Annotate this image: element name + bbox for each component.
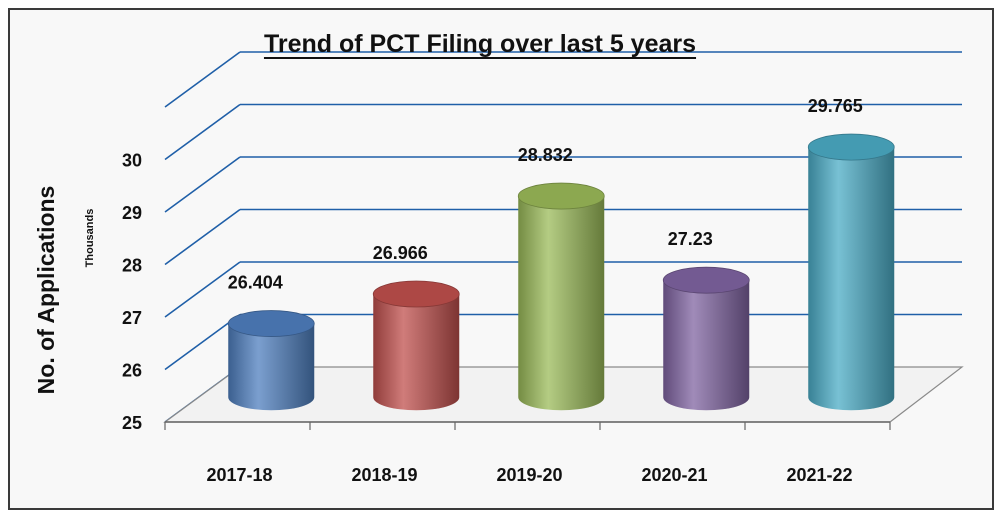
- x-tick-label: 2019-20: [496, 465, 562, 485]
- data-label: 26.404: [228, 273, 283, 293]
- x-tick-label: 2021-22: [786, 465, 852, 485]
- bar-body: [228, 323, 315, 411]
- gridline-wall: [164, 261, 241, 318]
- data-label: 29.765: [808, 96, 863, 116]
- bar-top: [662, 266, 750, 294]
- y-axis-unit: Thousands: [84, 209, 96, 268]
- bar-top: [807, 133, 895, 161]
- x-tick-label: 2020-21: [641, 465, 707, 485]
- gridline-wall: [164, 103, 241, 161]
- chart-title: Trend of PCT Filing over last 5 years: [264, 30, 696, 58]
- gridline-wall: [164, 313, 241, 371]
- x-axis-labels: 2017-18 2018-19 2019-20 2020-21 2021-22: [206, 465, 852, 485]
- y-tick-label: 27: [122, 308, 142, 328]
- bar-2017-18: [227, 310, 315, 411]
- x-tick-label: 2017-18: [206, 465, 272, 485]
- y-axis-label: No. of Applications: [33, 186, 59, 395]
- y-tick-label: 29: [122, 203, 142, 223]
- data-label: 28.832: [518, 145, 573, 165]
- y-tick-label: 28: [122, 256, 142, 276]
- gridline-wall: [164, 208, 241, 266]
- data-labels: 26.404 26.966 28.832 27.23 29.765: [228, 96, 863, 292]
- bar-body: [808, 147, 895, 411]
- x-tick-label: 2018-19: [351, 465, 417, 485]
- data-label: 27.23: [668, 229, 713, 249]
- bar-top: [227, 310, 315, 337]
- bar-body: [373, 294, 460, 411]
- gridline-wall: [164, 156, 241, 213]
- chart: 25 26 27 28 29 30 26.404 26.966 28.832 27.23 29.7…: [33, 30, 964, 485]
- bar-2020-21: [662, 266, 750, 411]
- y-tick-label: 30: [122, 151, 142, 171]
- bars: [227, 133, 895, 411]
- bar-2018-19: [372, 280, 460, 411]
- bar-top: [517, 182, 605, 210]
- y-tick-label: 26: [122, 361, 142, 381]
- y-axis-ticks: 25 26 27 28 29 30: [122, 151, 142, 434]
- bar-body: [518, 196, 605, 411]
- y-tick-label: 25: [122, 413, 142, 433]
- bar-body: [663, 280, 750, 411]
- data-label: 26.966: [373, 243, 428, 263]
- gridline-wall: [164, 51, 241, 108]
- bar-top: [372, 280, 460, 308]
- bar-2021-22: [807, 133, 895, 411]
- bar-2019-20: [517, 182, 605, 411]
- chart-frame: 25 26 27 28 29 30 26.404 26.966 28.832 27.23 29.7…: [8, 8, 994, 510]
